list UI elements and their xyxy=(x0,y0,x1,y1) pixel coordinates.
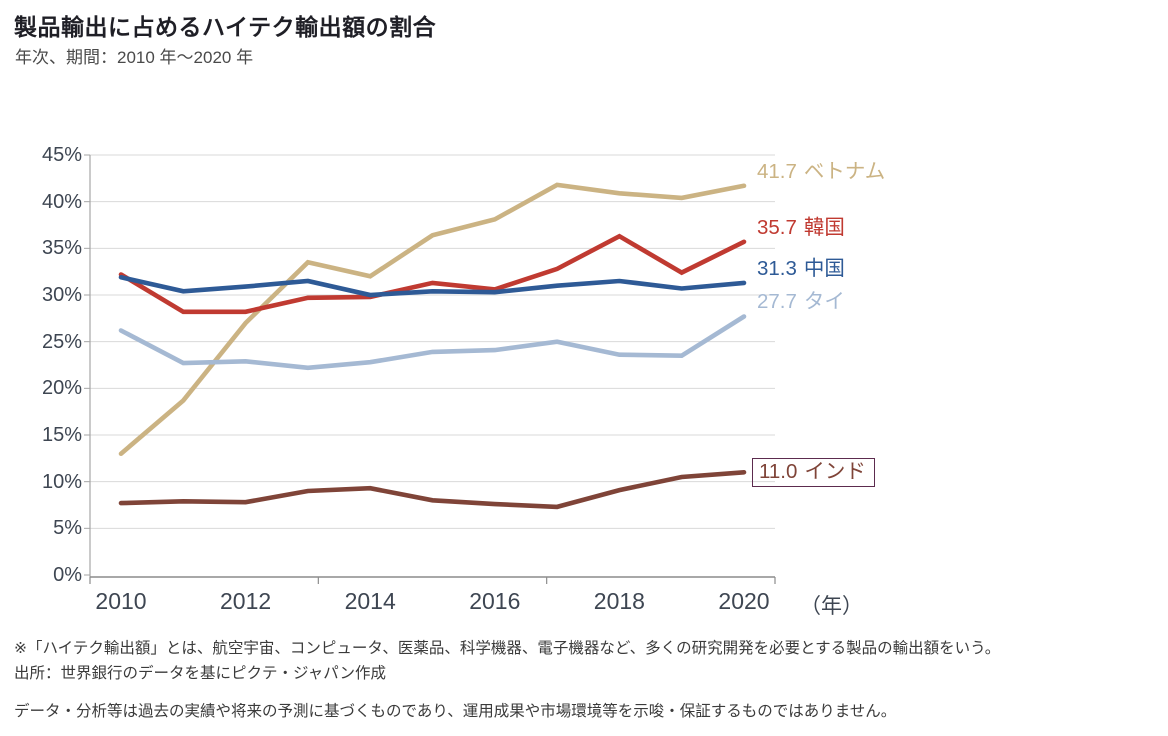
series-name-vietnam: ベトナム xyxy=(803,159,886,183)
line-chart: 0% 5% 10% 15% 20% 25% 30% 35% 40% 45% 2010 2012 2014… xyxy=(0,100,980,630)
series-line-vietnam xyxy=(118,182,747,457)
series-end-value-korea: 35.7 xyxy=(757,215,797,239)
page-title: 製品輸出に占めるハイテク輸出額の割合 xyxy=(14,14,437,40)
y-axis-label-35: 35% xyxy=(41,237,82,260)
x-axis-label-2016: 2016 xyxy=(469,588,521,614)
y-axis-label-5: 5% xyxy=(53,517,82,540)
y-axis-label-20: 20% xyxy=(41,377,82,400)
series-end-value-thailand: 27.7 xyxy=(757,290,797,314)
x-axis-unit-label: （年） xyxy=(800,595,863,618)
chart-canvas xyxy=(84,154,776,584)
series-end-label-india: 11.0 インド xyxy=(752,458,875,488)
y-axis-label-0: 0% xyxy=(53,564,82,586)
series-line-china xyxy=(118,274,747,298)
footnote-disclaimer: データ・分析等は過去の実績や将来の予測に基づくものであり、運用成果や市場環境等を… xyxy=(14,703,897,720)
series-name-thailand: タイ xyxy=(803,290,845,314)
series-line-thailand xyxy=(118,314,747,371)
series-line-india xyxy=(118,469,747,510)
x-axis-label-2010: 2010 xyxy=(95,588,147,614)
series-name-korea: 韓国 xyxy=(803,215,845,239)
y-axis-label-40: 40% xyxy=(41,190,82,213)
series-end-value-vietnam: 41.7 xyxy=(757,159,797,183)
series-name-india: インド xyxy=(804,460,866,484)
footnote-definition: ※「ハイテク輸出額」とは、航空宇宙、コンピュータ、医薬品、科学機器、電子機器など… xyxy=(14,640,1001,657)
y-axis-label-30: 30% xyxy=(41,284,82,306)
series-line-korea xyxy=(118,233,747,315)
y-axis-label-15: 15% xyxy=(41,424,82,446)
x-axis-label-2014: 2014 xyxy=(344,588,396,614)
x-axis-label-2018: 2018 xyxy=(593,588,645,614)
y-axis-label-25: 25% xyxy=(41,330,82,353)
y-axis-label-45: 45% xyxy=(41,144,82,166)
series-end-value-china: 31.3 xyxy=(757,256,797,280)
series-name-china: 中国 xyxy=(803,256,845,280)
y-axis-label-10: 10% xyxy=(41,470,82,493)
page-subtitle: 年次、期間：2010 年～2020 年 xyxy=(15,48,254,67)
x-axis-label-2020: 2020 xyxy=(718,588,770,614)
series-end-value-india: 11.0 xyxy=(759,460,798,484)
x-axis-label-2012: 2012 xyxy=(220,588,272,614)
footnote-source: 出所：世界銀行のデータを基にピクテ・ジャパン作成 xyxy=(14,665,387,682)
